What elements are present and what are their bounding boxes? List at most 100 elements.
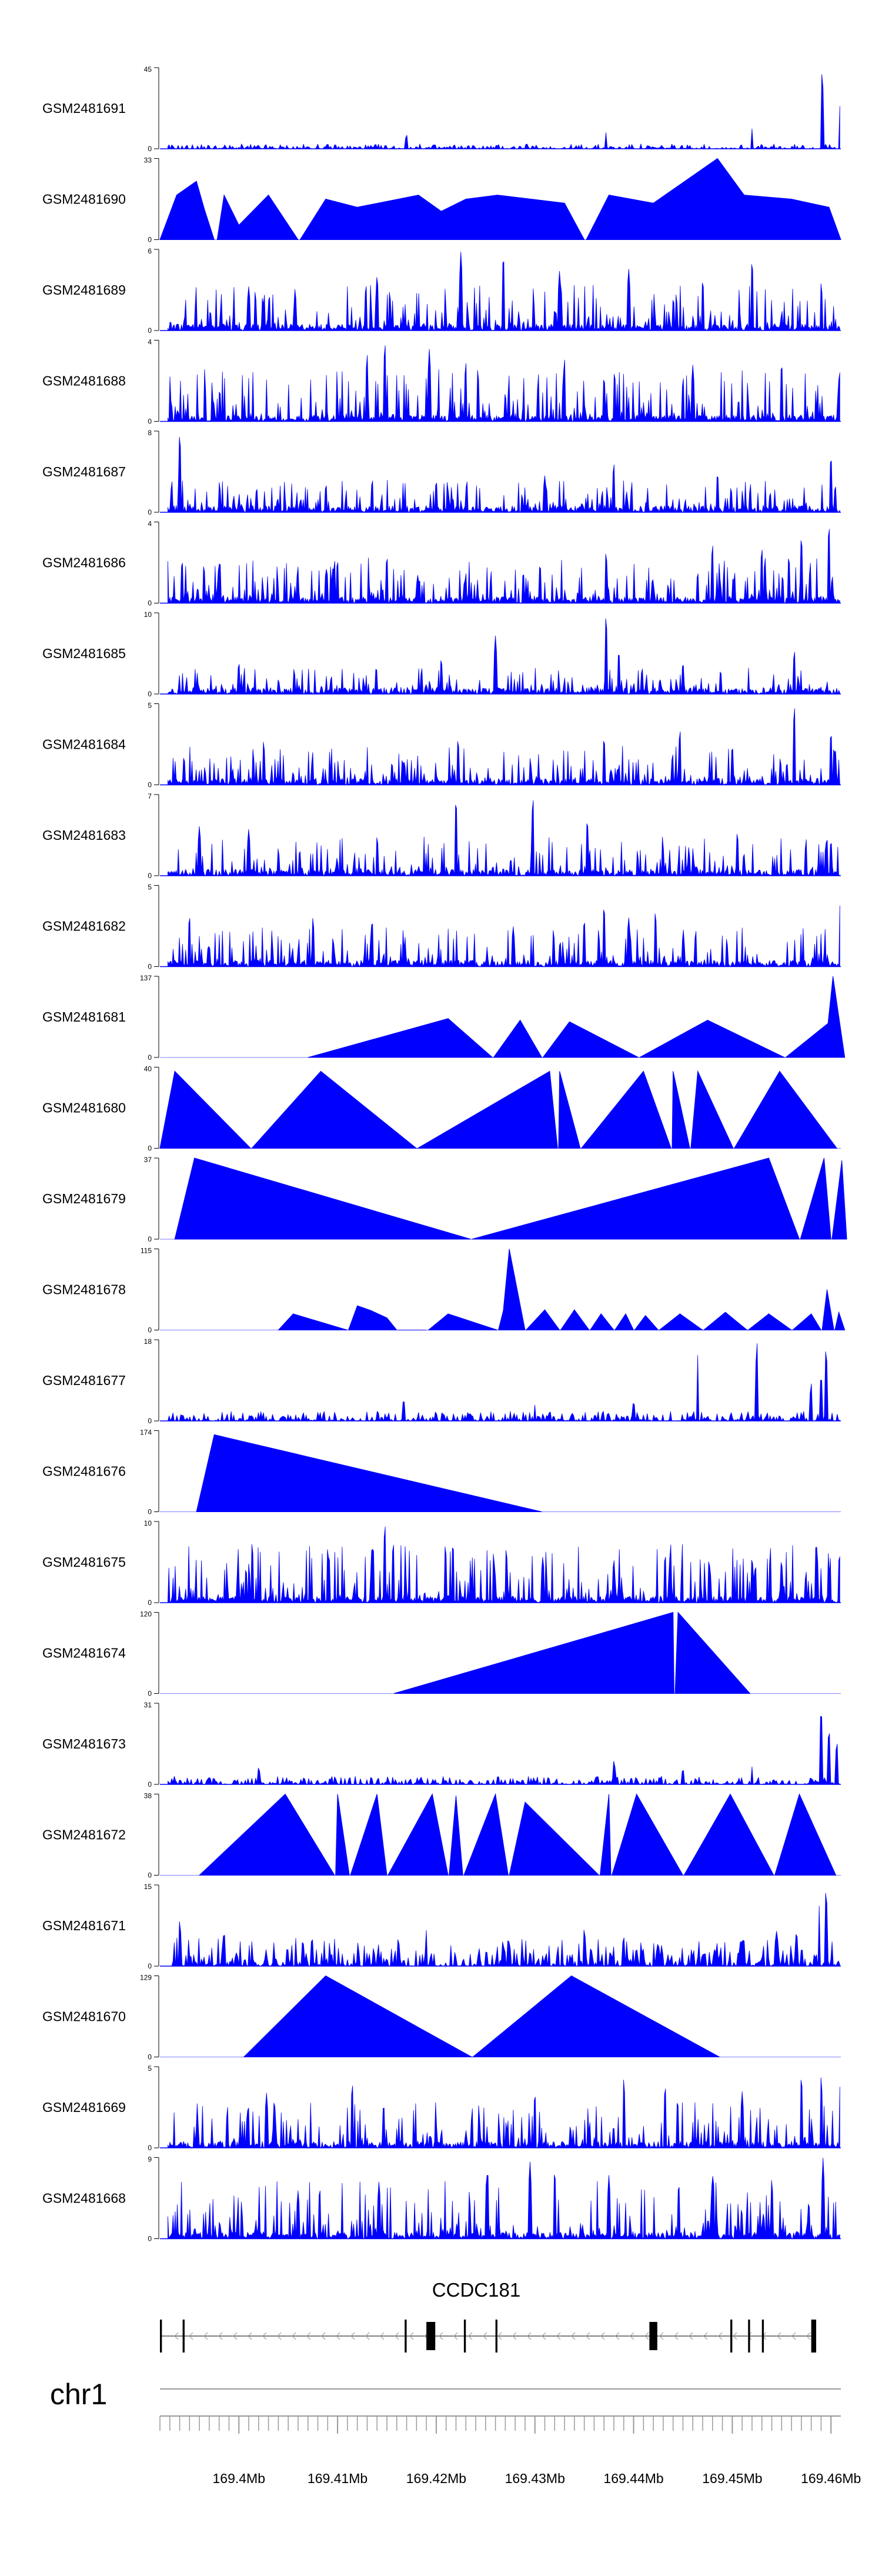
coverage-area <box>168 252 840 331</box>
y-max-label: 33 <box>144 156 152 165</box>
tick-label: 169.46Mb <box>801 2471 861 2486</box>
strand-arrow <box>703 2332 708 2340</box>
track-label: GSM2481670 <box>42 2009 126 2024</box>
y-max-label: 137 <box>140 974 152 982</box>
track-label: GSM2481681 <box>42 1009 126 1025</box>
track-label: GSM2481676 <box>42 1464 126 1479</box>
track-GSM2481674: GSM2481674 120 0 <box>42 1610 841 1698</box>
y-min-label: 0 <box>148 418 152 426</box>
coverage-area <box>168 800 840 876</box>
gene-name-label: CCDC181 <box>432 2279 520 2301</box>
y-max-label: 115 <box>141 1247 152 1255</box>
y-min-label: 0 <box>148 508 152 516</box>
track-GSM2481691: GSM2481691 45 0 <box>42 65 841 153</box>
track-label: GSM2481669 <box>42 2100 126 2115</box>
strand-arrow <box>248 2332 252 2340</box>
strand-arrow <box>262 2332 267 2340</box>
coverage-area <box>168 905 840 967</box>
strand-arrow <box>365 2332 370 2340</box>
track-GSM2481670: GSM2481670 129 0 <box>42 1974 841 2061</box>
track-label: GSM2481690 <box>42 192 126 207</box>
track-GSM2481688: GSM2481688 4 0 <box>42 338 841 426</box>
track-GSM2481690: GSM2481690 33 0 <box>42 156 841 244</box>
track-GSM2481675: GSM2481675 10 0 <box>42 1519 841 1607</box>
y-max-label: 15 <box>144 1883 152 1891</box>
y-min-label: 0 <box>148 599 152 608</box>
track-label: GSM2481679 <box>42 1191 126 1206</box>
coverage-area <box>168 618 840 695</box>
tick-label: 169.44Mb <box>603 2471 663 2486</box>
y-max-label: 5 <box>148 2064 152 2073</box>
strand-arrow <box>806 2332 811 2340</box>
track-GSM2481687: GSM2481687 8 0 <box>42 429 841 516</box>
strand-arrow <box>174 2332 179 2340</box>
y-max-label: 8 <box>148 429 152 437</box>
genome-axis-track: chr1 169.4Mb 169.41Mb 169.42Mb 169.43Mb 169.… <box>50 2378 861 2486</box>
y-max-label: 38 <box>144 1792 152 1800</box>
coverage-area <box>168 529 840 603</box>
track-GSM2481673: GSM2481673 31 0 <box>42 1701 841 1788</box>
y-min-label: 0 <box>148 1144 152 1153</box>
y-min-label: 0 <box>148 781 152 789</box>
track-GSM2481668: GSM2481668 9 0 <box>42 2155 841 2243</box>
track-GSM2481681: GSM2481681 137 0 <box>42 974 846 1062</box>
track-GSM2481671: GSM2481671 15 0 <box>42 1883 841 1970</box>
y-max-label: 18 <box>144 1337 152 1346</box>
strand-arrow <box>233 2332 238 2340</box>
coverage-area <box>586 158 841 240</box>
strand-arrow <box>600 2332 605 2340</box>
y-min-label: 0 <box>148 236 152 244</box>
strand-arrow <box>512 2332 517 2340</box>
y-min-label: 0 <box>148 690 152 698</box>
strand-arrow <box>321 2332 326 2340</box>
strand-arrow <box>483 2332 487 2340</box>
y-max-label: 5 <box>148 702 152 710</box>
y-max-label: 4 <box>148 520 152 528</box>
y-max-label: 129 <box>140 1974 152 1982</box>
y-min-label: 0 <box>148 2144 152 2152</box>
strand-arrow <box>453 2332 458 2340</box>
track-label: GSM2481677 <box>42 1373 126 1388</box>
y-min-label: 0 <box>148 1417 152 1425</box>
strand-arrow <box>203 2332 208 2340</box>
y-max-label: 6 <box>148 247 152 255</box>
exon <box>748 2320 750 2353</box>
track-label: GSM2481680 <box>42 1100 126 1116</box>
y-max-label: 120 <box>140 1610 152 1619</box>
track-label: GSM2481684 <box>42 737 126 752</box>
track-GSM2481669: GSM2481669 5 0 <box>42 2064 841 2152</box>
track-GSM2481683: GSM2481683 7 0 <box>42 792 841 880</box>
exon <box>730 2320 733 2353</box>
strand-arrow <box>497 2332 502 2340</box>
strand-arrow <box>630 2332 634 2340</box>
track-label: GSM2481689 <box>42 282 126 298</box>
coverage-area <box>168 708 840 785</box>
y-max-label: 10 <box>144 1519 152 1527</box>
exon <box>463 2320 466 2353</box>
y-max-label: 4 <box>148 338 152 346</box>
track-label: GSM2481686 <box>42 555 126 570</box>
strand-arrow <box>439 2332 443 2340</box>
track-label: GSM2481691 <box>42 101 126 116</box>
strand-arrow <box>409 2332 414 2340</box>
exon <box>761 2320 764 2353</box>
track-label: GSM2481675 <box>42 1554 126 1570</box>
y-min-label: 0 <box>148 1326 152 1334</box>
track-label: GSM2481688 <box>42 373 126 389</box>
strand-arrow <box>733 2332 737 2340</box>
track-label: GSM2481685 <box>42 646 126 661</box>
track-GSM2481682: GSM2481682 5 0 <box>42 883 841 971</box>
strand-arrow <box>718 2332 723 2340</box>
strand-arrow <box>350 2332 355 2340</box>
exon <box>426 2322 436 2350</box>
tick-label: 169.45Mb <box>702 2471 762 2486</box>
track-label: GSM2481668 <box>42 2191 126 2206</box>
track-label: GSM2481682 <box>42 919 126 934</box>
y-max-label: 7 <box>148 792 152 800</box>
tick-label: 169.42Mb <box>406 2471 466 2486</box>
y-max-label: 10 <box>144 610 152 619</box>
strand-arrow <box>615 2332 620 2340</box>
track-GSM2481684: GSM2481684 5 0 <box>42 702 841 789</box>
tick-label: 169.41Mb <box>308 2471 368 2486</box>
